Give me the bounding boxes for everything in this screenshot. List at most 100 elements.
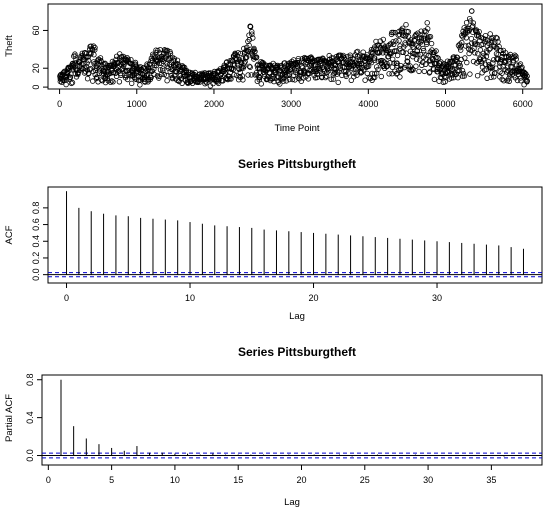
timeseries-point bbox=[322, 74, 329, 81]
timeseries-point bbox=[463, 35, 469, 41]
timeseries-point bbox=[126, 67, 132, 73]
timeseries-point bbox=[447, 59, 453, 65]
acf-xtick-label: 20 bbox=[309, 293, 319, 303]
timeseries-point bbox=[475, 34, 482, 40]
timeseries-xtick-label: 0 bbox=[57, 99, 62, 109]
timeseries-point bbox=[410, 44, 416, 50]
timeseries-point bbox=[107, 79, 114, 85]
timeseries-point bbox=[514, 62, 520, 68]
timeseries-point bbox=[457, 44, 463, 51]
timeseries-point bbox=[110, 69, 116, 76]
timeseries-point bbox=[397, 43, 403, 49]
pacf-xtick-label: 25 bbox=[360, 475, 370, 485]
timeseries-points bbox=[57, 8, 530, 89]
acf-xtick-label: 30 bbox=[432, 293, 442, 303]
timeseries-point bbox=[524, 79, 530, 85]
timeseries-point bbox=[466, 28, 472, 34]
timeseries-point bbox=[299, 63, 305, 70]
timeseries-point bbox=[466, 50, 472, 57]
timeseries-point bbox=[246, 63, 253, 69]
timeseries-point bbox=[216, 77, 222, 83]
timeseries-point bbox=[396, 38, 402, 44]
timeseries-point bbox=[116, 79, 123, 85]
timeseries-point bbox=[488, 64, 494, 70]
timeseries-point bbox=[470, 20, 476, 26]
timeseries-point bbox=[509, 64, 515, 70]
timeseries-point bbox=[72, 51, 78, 57]
timeseries-point bbox=[228, 66, 235, 72]
acf-bars bbox=[48, 191, 542, 278]
timeseries-point bbox=[249, 31, 255, 37]
pacf-xtick-label: 20 bbox=[296, 475, 306, 485]
timeseries-point bbox=[248, 72, 255, 78]
timeseries-xtick-label: 4000 bbox=[358, 99, 378, 109]
timeseries-point bbox=[422, 61, 429, 68]
timeseries-point bbox=[459, 39, 465, 46]
timeseries-point bbox=[247, 64, 253, 70]
timeseries-point bbox=[121, 61, 127, 67]
timeseries-point bbox=[375, 66, 381, 73]
timeseries-point bbox=[325, 68, 332, 74]
timeseries-point bbox=[105, 71, 111, 78]
timeseries-point bbox=[128, 80, 135, 87]
timeseries-point bbox=[443, 74, 449, 81]
timeseries-point bbox=[408, 37, 414, 43]
timeseries-xtick-label: 6000 bbox=[513, 99, 533, 109]
timeseries-point bbox=[84, 67, 90, 73]
timeseries-ytick-label: 60 bbox=[31, 25, 41, 35]
timeseries-point bbox=[283, 78, 290, 84]
timeseries-point bbox=[470, 23, 476, 29]
timeseries-point bbox=[90, 43, 97, 49]
timeseries-point bbox=[295, 59, 301, 66]
pacf-xtick-label: 30 bbox=[423, 475, 433, 485]
timeseries-xtick-label: 5000 bbox=[436, 99, 456, 109]
timeseries-point bbox=[384, 63, 391, 69]
timeseries-point bbox=[435, 55, 441, 61]
timeseries-point bbox=[391, 48, 398, 54]
timeseries-point bbox=[421, 68, 427, 75]
timeseries-point bbox=[67, 74, 73, 80]
timeseries-point bbox=[378, 73, 384, 80]
timeseries-point bbox=[87, 65, 94, 72]
timeseries-point bbox=[364, 70, 370, 77]
timeseries-point bbox=[328, 76, 334, 82]
timeseries-point bbox=[380, 58, 386, 64]
timeseries-point bbox=[63, 81, 69, 88]
timeseries-point bbox=[455, 74, 461, 81]
timeseries-point bbox=[399, 29, 405, 35]
timeseries-point bbox=[510, 59, 516, 66]
timeseries-point bbox=[475, 51, 481, 57]
timeseries-point bbox=[421, 47, 427, 54]
timeseries-point bbox=[81, 70, 88, 76]
timeseries-point bbox=[404, 54, 411, 61]
timeseries-point bbox=[363, 55, 369, 61]
timeseries-point bbox=[114, 66, 120, 72]
timeseries-point bbox=[465, 42, 472, 49]
timeseries-point bbox=[480, 53, 486, 59]
timeseries-point bbox=[457, 62, 463, 69]
timeseries-point bbox=[491, 74, 497, 80]
timeseries-point bbox=[408, 67, 414, 74]
pacf-ytick-label: 0.8 bbox=[25, 373, 35, 386]
timeseries-point bbox=[133, 76, 139, 83]
acf-xtick-label: 10 bbox=[185, 293, 195, 303]
timeseries-point bbox=[228, 76, 234, 82]
timeseries-point bbox=[427, 34, 434, 40]
timeseries-point bbox=[426, 70, 433, 76]
acf-ytick-label: 0.4 bbox=[31, 235, 41, 248]
timeseries-point bbox=[394, 52, 401, 59]
acf-xtick-label: 0 bbox=[64, 293, 69, 303]
timeseries-point bbox=[297, 72, 303, 78]
acf-title: Series Pittsburgtheft bbox=[238, 157, 356, 171]
timeseries-point bbox=[151, 62, 158, 69]
timeseries-point bbox=[504, 69, 510, 75]
timeseries-point bbox=[397, 74, 403, 80]
timeseries-point bbox=[519, 64, 525, 70]
timeseries-point bbox=[68, 80, 75, 87]
timeseries-point bbox=[483, 66, 490, 72]
timeseries-point bbox=[137, 64, 144, 70]
timeseries-point bbox=[495, 39, 501, 45]
timeseries-point bbox=[394, 60, 400, 66]
pacf-xtick-label: 0 bbox=[46, 475, 51, 485]
timeseries-point bbox=[433, 48, 439, 54]
